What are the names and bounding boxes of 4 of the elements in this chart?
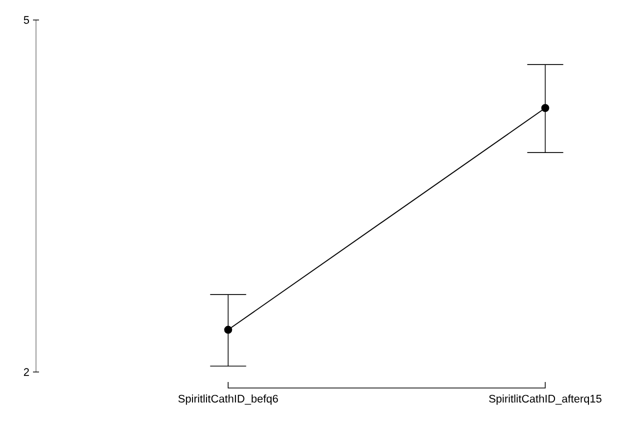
- y-tick-label: 2: [24, 368, 29, 376]
- x-tick-label: SpiritlitCathID_afterq15: [489, 394, 602, 405]
- y-tick-label: 5: [24, 16, 30, 24]
- x-tick-label: SpiritlitCathID_befq6: [178, 394, 278, 405]
